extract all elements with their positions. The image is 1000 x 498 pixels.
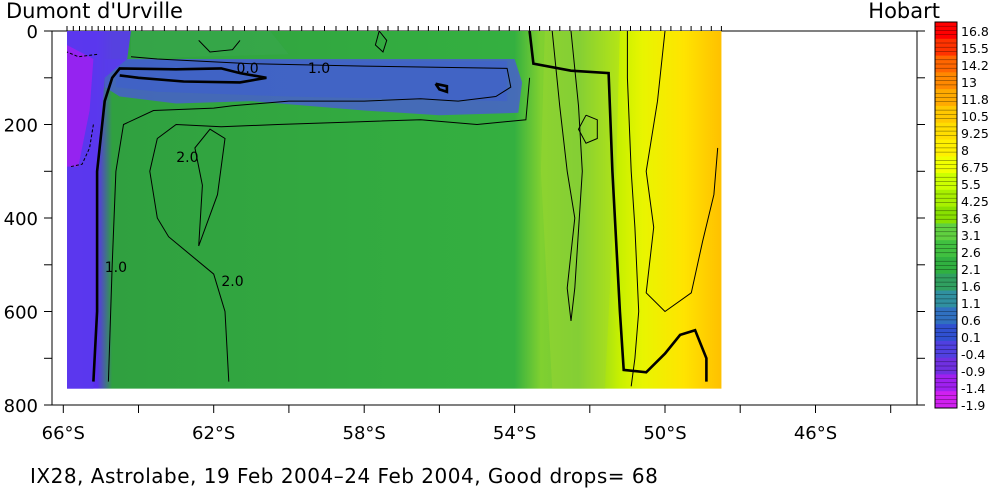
isotherm-1.6-surface <box>374 30 388 53</box>
contour-label-0: 0.0 <box>236 61 258 77</box>
isotherm-neg-1.4-top <box>66 51 98 58</box>
isotherm-4.25-line <box>626 31 640 387</box>
colorbar-label: 9.25 <box>961 126 989 141</box>
colorbar-label: 15.5 <box>961 41 989 56</box>
isotherm-3.1-eddy <box>577 114 598 144</box>
left-station-label: Dumont d'Urville <box>6 0 183 23</box>
colorbar-label: -1.4 <box>961 381 985 396</box>
colorbar-label: -0.9 <box>961 364 985 379</box>
isotherm-2.6-front <box>528 30 708 382</box>
colorbar-label: -0.4 <box>961 347 985 362</box>
y-tick-label: 0 <box>27 22 38 43</box>
y-axis: 0 200 400 600 800 <box>4 22 925 417</box>
contour-label-3: 1.0 <box>105 260 127 276</box>
contour-label-4: 2.0 <box>221 274 243 290</box>
contour-labels: 0.0 1.0 2.0 1.0 2.0 <box>105 61 330 290</box>
colorbar-label: 10.5 <box>961 109 989 124</box>
isotherm-2.0-patch <box>194 128 226 247</box>
colorbar-label: 13 <box>961 75 977 90</box>
colorbar-label: 11.8 <box>961 92 989 107</box>
y-tick-label: 800 <box>4 396 38 417</box>
isotherm-1.6-surface-2 <box>198 40 241 53</box>
isotherm-5.5-line <box>645 30 719 313</box>
isotherm-0.0-line <box>92 67 267 382</box>
colorbar-label: 1.1 <box>961 296 981 311</box>
isotherm-contours <box>66 30 719 387</box>
colorbar-label: 1.6 <box>961 279 981 294</box>
colorbar-label: 6.75 <box>961 160 989 175</box>
colorbar-label: 8 <box>961 143 969 158</box>
colorbar-label: -1.9 <box>961 398 985 413</box>
y-tick-label: 400 <box>4 209 38 230</box>
colorbar-label: 3.6 <box>961 211 981 226</box>
colorbar-swatch <box>935 189 957 208</box>
x-tick-label: 66°S <box>42 423 85 444</box>
x-tick-label: 46°S <box>794 423 837 444</box>
colorbar-label: 0.1 <box>961 330 981 345</box>
contour-label-1: 1.0 <box>308 61 330 77</box>
colorbar-label: 16.8 <box>961 24 989 39</box>
isotherm-3.1-line <box>551 30 583 321</box>
colorbar-label: 0.6 <box>961 313 981 328</box>
colorbar-swatch <box>935 156 957 174</box>
y-tick-label: 600 <box>4 303 38 324</box>
colorbar-label: 2.1 <box>961 262 981 277</box>
chart-title: IX28, Astrolabe, 19 Feb 2004–24 Feb 2004… <box>30 464 658 488</box>
right-station-label: Hobart <box>868 0 940 23</box>
plot-area: 0.0 1.0 2.0 1.0 2.0 66°S 62°S 58°S 54°S 50°S 46°S… <box>4 22 925 444</box>
y-tick-label: 200 <box>4 116 38 137</box>
contour-label-2: 2.0 <box>176 150 198 166</box>
colorbar-label: 3.1 <box>961 228 981 243</box>
colorbar-label: 4.25 <box>961 194 989 209</box>
isotherm-0.0-eddy <box>434 82 449 94</box>
colorbar-frame <box>934 21 958 409</box>
isotherm-1.0-line <box>107 56 512 382</box>
colorbar-label: 14.2 <box>961 58 989 73</box>
colorbar-label: 2.6 <box>961 245 981 260</box>
frontal-zone <box>540 31 620 389</box>
colorbar-label: 5.5 <box>961 177 981 192</box>
isotherm-2.0-line <box>149 77 531 382</box>
cold-layer-core <box>115 60 508 102</box>
surface-mixed-layer <box>131 31 289 59</box>
x-tick-label: 58°S <box>343 423 386 444</box>
x-axis: 66°S 62°S 58°S 54°S 50°S 46°S <box>42 405 892 444</box>
x-tick-label: 50°S <box>643 423 686 444</box>
cold-layer-band <box>104 59 523 116</box>
colorbar-swatch <box>935 257 957 275</box>
colorbar: 16.8 15.5 14.2 13 11.8 10.5 9.25 8 6.75 5.5 4.25 3.… <box>934 21 989 413</box>
x-tick-label: 54°S <box>493 423 536 444</box>
colorbar-swatch <box>935 357 957 375</box>
coldest-water-patch <box>67 45 94 167</box>
drop-position-ticks <box>66 26 722 31</box>
x-tick-label: 62°S <box>192 423 235 444</box>
isotherm-neg-1.4-bottom <box>70 124 94 168</box>
cold-water-layer <box>67 31 620 389</box>
colorbar-swatch <box>935 72 957 90</box>
